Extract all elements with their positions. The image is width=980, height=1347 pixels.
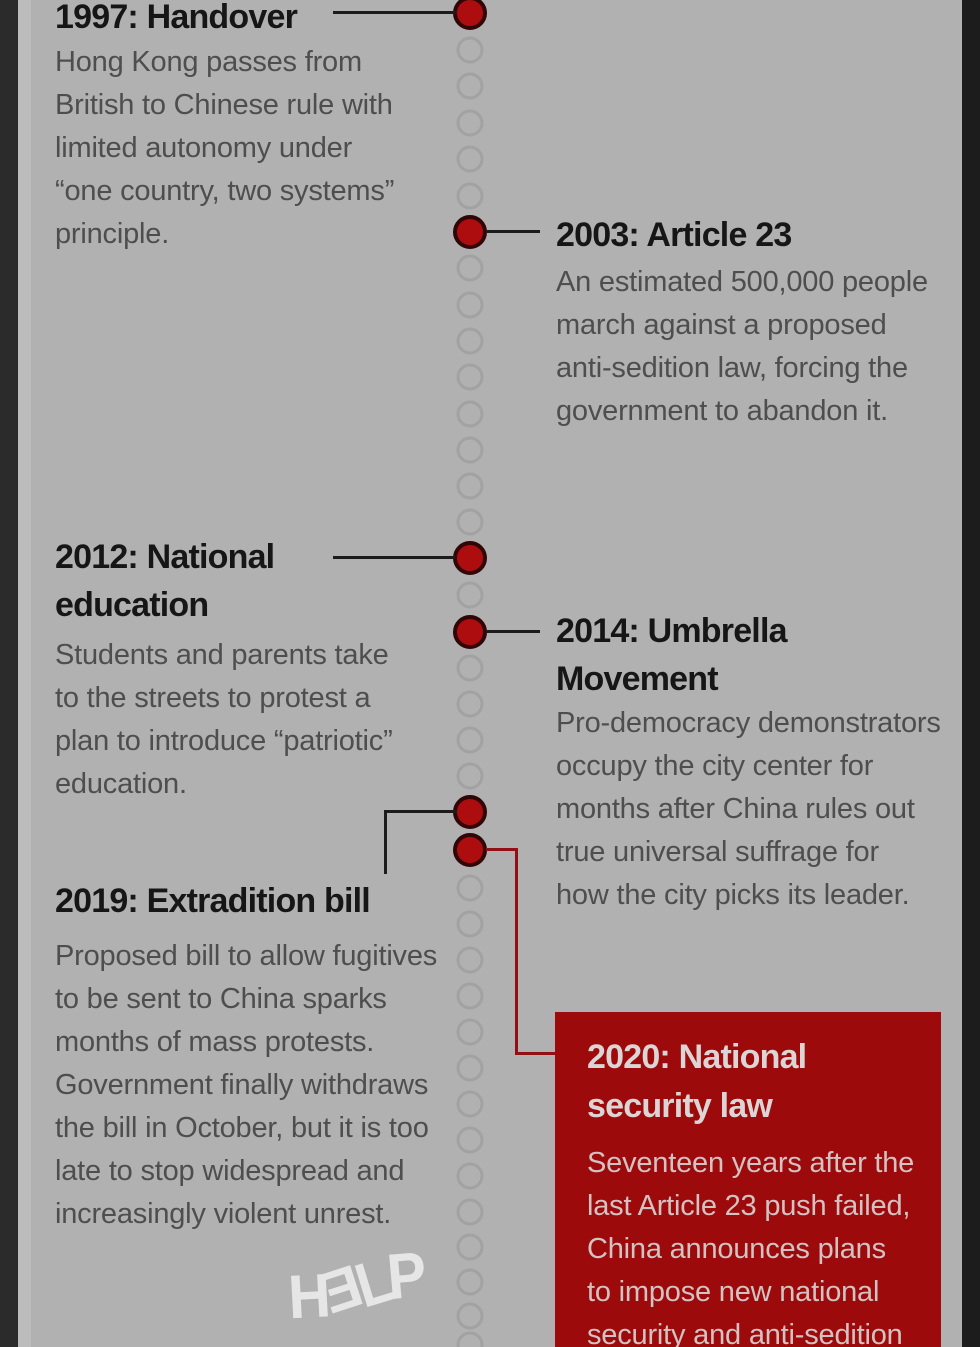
timeline-node-open — [456, 1233, 484, 1261]
timeline-node-red — [453, 795, 487, 829]
timeline-node-open — [456, 1198, 484, 1226]
help-letter: P — [384, 1237, 430, 1313]
timeline-node-open — [456, 1302, 484, 1330]
timeline-node-open — [456, 254, 484, 282]
timeline-node-open — [456, 291, 484, 319]
event-title-2003: 2003: Article 23 — [556, 216, 792, 254]
connector-2019-vertical — [384, 810, 387, 874]
left-edge-strip — [18, 0, 31, 1347]
timeline-node-open — [456, 1268, 484, 1296]
left-border-bar — [0, 0, 18, 1347]
timeline-node-open — [456, 472, 484, 500]
timeline-node-open — [456, 508, 484, 536]
timeline-node-open — [456, 400, 484, 428]
timeline-node-red — [453, 615, 487, 649]
timeline-node-open — [456, 363, 484, 391]
timeline-node-open — [456, 182, 484, 210]
timeline-node-red — [453, 541, 487, 575]
timeline-node-open — [456, 1162, 484, 1190]
timeline-node-open — [456, 327, 484, 355]
timeline-node-open — [456, 1126, 484, 1154]
timeline-node-open — [456, 109, 484, 137]
timeline-node-open — [456, 654, 484, 682]
timeline-node-red — [453, 0, 487, 30]
timeline-node-open — [456, 946, 484, 974]
right-border-bar — [962, 0, 980, 1347]
timeline-node-open — [456, 874, 484, 902]
connector-2003 — [486, 230, 540, 233]
event-title-1997: 1997: Handover — [55, 0, 298, 36]
connector-2019-horizontal — [384, 810, 457, 813]
connector-2020-horizontal-bottom — [515, 1052, 556, 1055]
timeline-node-open — [456, 1054, 484, 1082]
timeline-node-open — [456, 36, 484, 64]
timeline-node-open — [456, 72, 484, 100]
timeline-node-open — [456, 762, 484, 790]
connector-2020-horizontal-top — [486, 848, 518, 851]
event-title-2014: 2014: Umbrella Movement — [556, 612, 788, 698]
timeline-node-open — [456, 145, 484, 173]
timeline-node-open — [456, 982, 484, 1010]
timeline-node-open — [456, 581, 484, 609]
connector-2020-vertical — [515, 848, 518, 1055]
event-body-2014: Pro-democracy demonstrators occupy the c… — [556, 707, 941, 911]
event-body-2020: Seventeen years after the last Article 2… — [587, 1147, 915, 1347]
connector-2014 — [486, 630, 540, 633]
timeline-node-open — [456, 910, 484, 938]
timeline-node-open — [456, 1090, 484, 1118]
timeline-node-open — [456, 726, 484, 754]
event-body-2019: Proposed bill to allow fugitives to be s… — [55, 940, 438, 1230]
event-title-2012: 2012: National education — [55, 538, 275, 624]
connector-2012 — [333, 556, 455, 559]
help-watermark: H E L P — [281, 1228, 454, 1340]
connector-1997 — [333, 11, 457, 14]
event-body-1997: Hong Kong passes from British to Chinese… — [55, 46, 395, 250]
event-title-2020: 2020: National security law — [587, 1038, 807, 1125]
timeline-node-red — [453, 215, 487, 249]
timeline-node-open — [456, 690, 484, 718]
event-card-2020: 2020: National security law Seventeen ye… — [555, 1012, 941, 1347]
event-body-2012: Students and parents take to the streets… — [55, 639, 393, 800]
event-title-2019: 2019: Extradition bill — [55, 882, 371, 920]
timeline-node-open — [456, 436, 484, 464]
timeline-node-open — [456, 1331, 484, 1347]
timeline-node-open — [456, 1018, 484, 1046]
timeline-node-red — [453, 833, 487, 867]
event-body-2003: An estimated 500,000 people march agains… — [556, 266, 928, 427]
